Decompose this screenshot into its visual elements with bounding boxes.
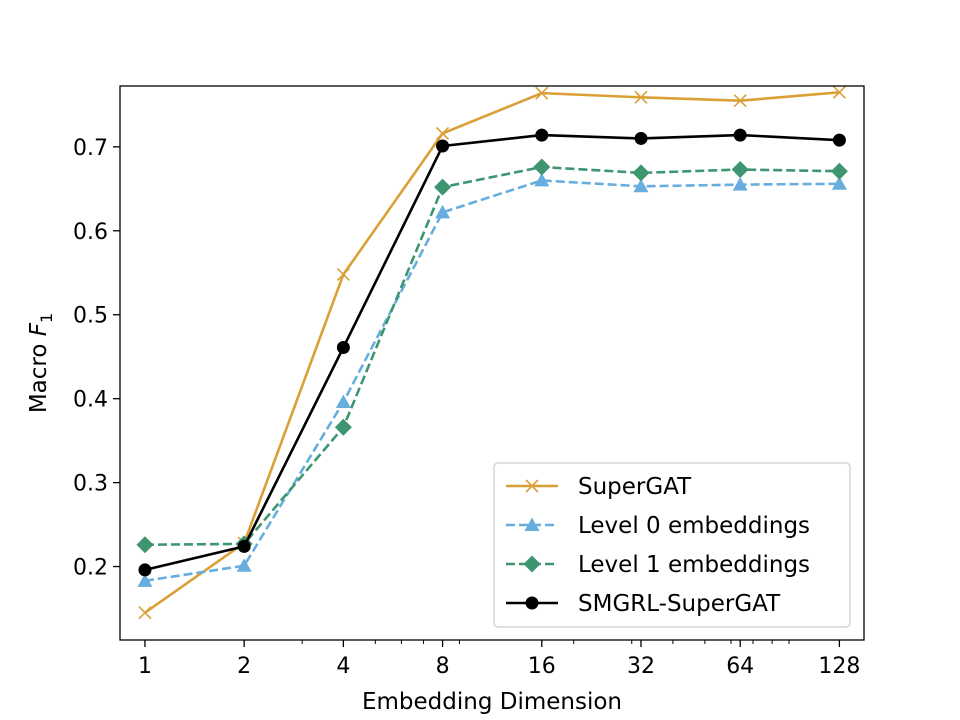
data-point-level-1-embeddings [533, 158, 551, 176]
data-point-smgrl-supergat [535, 128, 549, 142]
legend-label-level-1-embeddings: Level 1 embeddings [578, 552, 810, 578]
legend-marker-smgrl-supergat [525, 596, 539, 610]
series-level-0-embeddings [137, 172, 847, 587]
data-point-supergat [535, 86, 549, 100]
x-tick-label: 1 [138, 654, 152, 679]
data-point-supergat [832, 85, 846, 99]
x-tick-label: 2 [237, 654, 251, 679]
data-point-level-0-embeddings [335, 394, 351, 409]
plot-frame [119, 85, 865, 641]
y-axis-label: Macro F1 [26, 313, 56, 413]
data-point-level-0-embeddings [732, 177, 748, 191]
legend-marker-supergat [525, 479, 539, 493]
data-point-level-0-embeddings [435, 204, 451, 219]
series-smgrl-supergat [138, 128, 846, 577]
x-tick-label: 16 [528, 654, 556, 679]
data-point-supergat [336, 267, 350, 282]
x-tick-label: 32 [627, 654, 655, 679]
data-point-level-1-embeddings [830, 162, 848, 180]
y-axis-label-subscript: 1 [37, 313, 56, 323]
legend-marker-level-1-embeddings [523, 555, 541, 573]
data-point-supergat [138, 606, 152, 620]
y-axis-label-variable: F [26, 322, 52, 336]
data-point-smgrl-supergat [138, 563, 152, 577]
y-tick-label: 0.2 [73, 556, 108, 581]
data-point-level-0-embeddings [831, 176, 847, 190]
data-point-smgrl-supergat [436, 139, 450, 153]
data-point-level-1-embeddings [136, 536, 154, 554]
x-tick-label: 64 [726, 654, 754, 679]
data-point-smgrl-supergat [832, 133, 846, 147]
y-tick-label: 0.4 [73, 388, 108, 413]
x-axis-label: Embedding Dimension [362, 689, 622, 715]
legend-label-supergat: SuperGAT [578, 474, 692, 500]
series-line-smgrl-supergat [144, 133, 840, 572]
y-axis-label-text: Macro [26, 336, 52, 413]
data-point-level-0-embeddings [633, 178, 649, 193]
data-point-supergat [436, 126, 450, 140]
legend-marker-level-0-embeddings [524, 517, 540, 531]
data-point-level-0-embeddings [236, 558, 252, 572]
legend-box [493, 462, 851, 628]
y-tick-label: 0.5 [73, 304, 108, 329]
y-tick-label: 0.3 [73, 472, 108, 497]
series-line-supergat [144, 91, 840, 614]
data-point-level-1-embeddings [731, 161, 749, 179]
x-tick-label: 128 [818, 654, 860, 679]
x-tick-label: 8 [436, 654, 450, 679]
series-layer [136, 85, 848, 620]
data-point-level-0-embeddings [137, 573, 153, 587]
data-point-smgrl-supergat [336, 340, 350, 354]
axis-ticks: 1 2 4 8 16 32 64 128 0.2 0.3 0.4 0.5 0.6 0.7 [73, 136, 860, 679]
x-tick-label: 4 [336, 654, 350, 679]
data-point-level-1-embeddings [434, 178, 452, 196]
legend: SuperGAT Level 0 embeddings Level 1 embedd… [493, 462, 851, 628]
data-point-smgrl-supergat [237, 539, 251, 553]
legend-label-level-0-embeddings: Level 0 embeddings [578, 513, 810, 539]
y-tick-label: 0.6 [73, 220, 108, 245]
data-point-level-0-embeddings [534, 172, 550, 187]
series-line-level-1-embeddings [144, 165, 840, 547]
data-point-supergat [733, 94, 747, 108]
series-line-level-0-embeddings [144, 179, 840, 583]
data-point-smgrl-supergat [733, 128, 747, 142]
legend-label-smgrl-supergat: SMGRL-SuperGAT [578, 591, 781, 617]
data-point-level-1-embeddings [632, 164, 650, 182]
y-tick-label: 0.7 [73, 136, 108, 161]
data-point-level-1-embeddings [334, 418, 352, 436]
data-point-smgrl-supergat [634, 131, 648, 145]
data-point-supergat [634, 90, 648, 104]
